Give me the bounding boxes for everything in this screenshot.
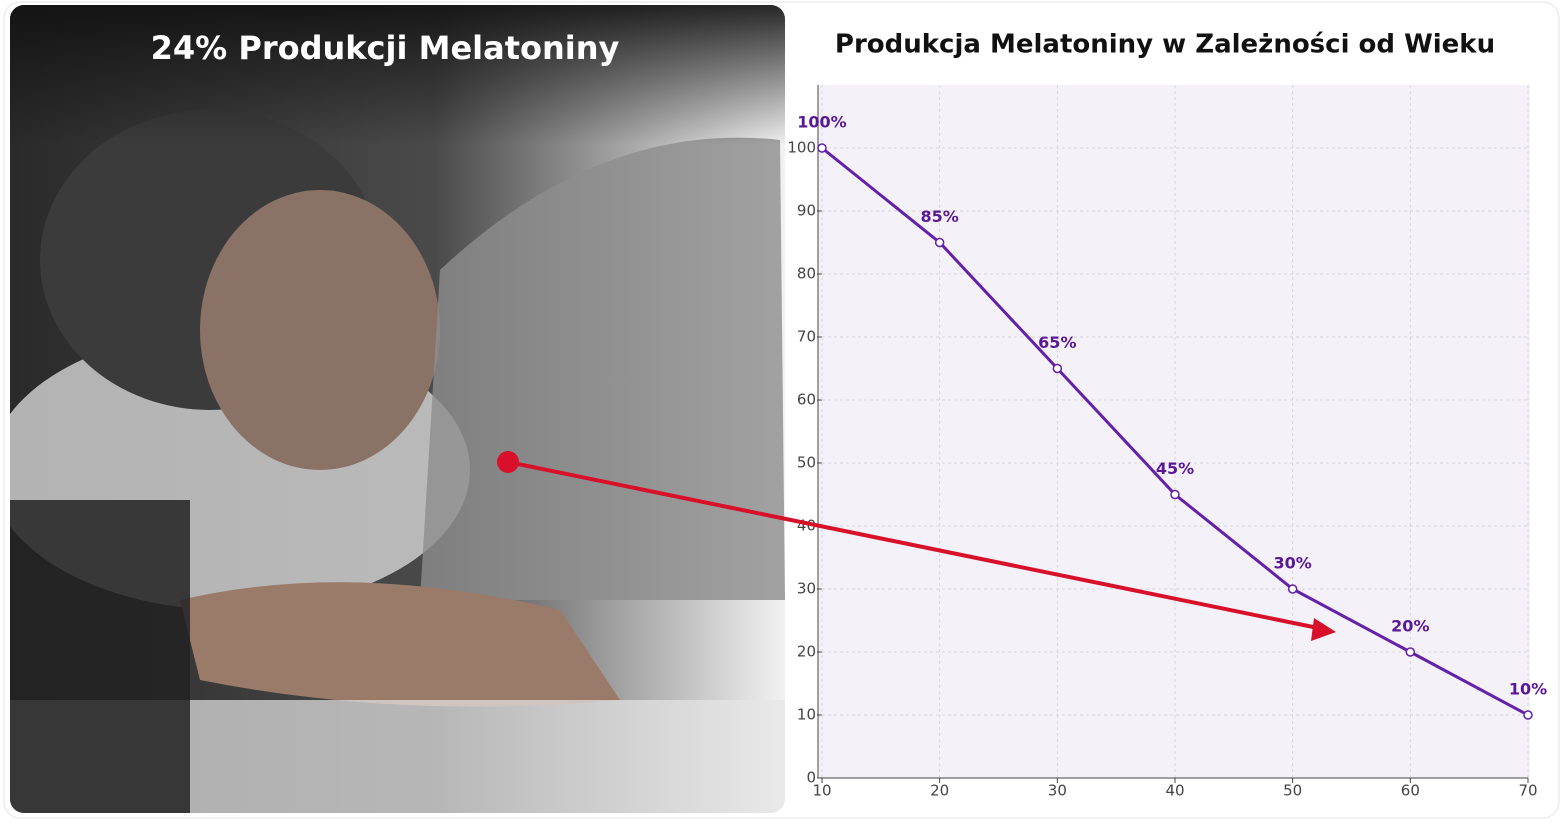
chart-title: Produkcja Melatoniny w Zależności od Wie… — [835, 30, 1495, 60]
point-marker — [817, 143, 827, 153]
data-label: 45% — [1156, 459, 1194, 478]
x-tick-label: 60 — [1401, 782, 1420, 800]
y-tick-label: 90 — [797, 202, 816, 220]
y-tick-label: 50 — [797, 454, 816, 472]
point-marker — [1405, 647, 1416, 657]
x-tick-label: 30 — [1048, 782, 1067, 800]
y-tick-label: 60 — [797, 391, 816, 409]
point-marker — [1523, 710, 1533, 720]
x-tick-label: 40 — [1165, 782, 1184, 800]
x-tick-label: 50 — [1283, 782, 1302, 800]
point-marker — [1170, 489, 1180, 500]
data-label: 30% — [1274, 554, 1312, 573]
arrow — [497, 451, 1336, 641]
y-tick-label: 0 — [806, 769, 816, 787]
y-tick-label: 70 — [797, 328, 816, 346]
point-marker — [934, 237, 945, 248]
data-label: 100% — [797, 113, 846, 132]
y-tick-label: 10 — [797, 706, 816, 724]
data-label: 10% — [1509, 680, 1547, 699]
y-tick-label: 100 — [787, 139, 816, 157]
photo — [10, 5, 785, 813]
x-tick-label: 70 — [1518, 782, 1537, 800]
x-tick-label: 20 — [930, 782, 949, 800]
point-marker — [1052, 363, 1063, 374]
y-tick-label: 80 — [797, 265, 816, 283]
x-tick-label: 10 — [812, 782, 831, 800]
data-label: 65% — [1038, 333, 1076, 352]
point-marker — [1287, 584, 1298, 594]
data-label: 85% — [921, 207, 959, 226]
data-label: 20% — [1391, 617, 1429, 636]
y-tick-label: 30 — [797, 580, 816, 598]
photo-caption: 24% Produkcji Melatoniny — [151, 29, 620, 67]
y-tick-label: 20 — [797, 643, 816, 661]
plot-area — [818, 85, 1530, 778]
